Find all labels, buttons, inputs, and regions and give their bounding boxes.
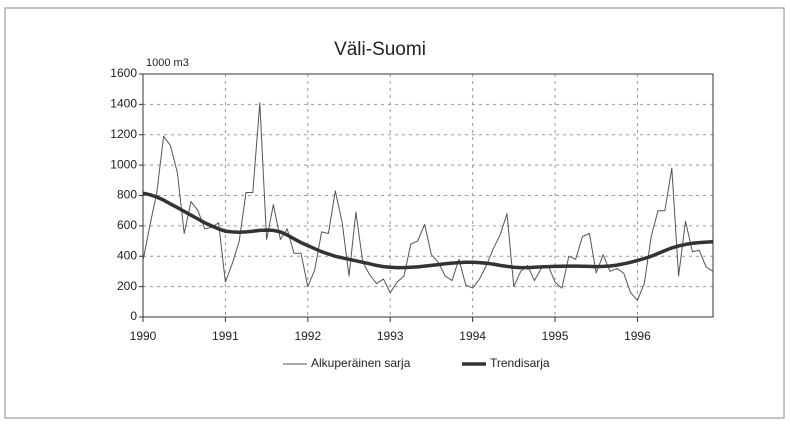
series-line [142,102,714,301]
y-tick-label: 1600 [110,66,137,80]
y-tick-label: 200 [117,279,137,293]
frame [4,7,785,419]
x-tick-label: 1991 [212,329,239,343]
y-tick-label: 0 [130,309,137,323]
x-tick-label: 1996 [624,329,651,343]
y-tick-label: 1400 [110,97,137,111]
x-tick-label: 1993 [377,329,404,343]
plot-frame [142,73,714,318]
x-tick-label: 1992 [294,329,321,343]
y-tick-label: 400 [117,248,137,262]
y-tick-label: 800 [117,188,137,202]
y-tick-label: 1000 [110,157,137,171]
y-axis-label: 1000 m3 [146,57,189,69]
x-tick-label: 1995 [542,329,569,343]
y-tick-label: 600 [117,218,137,232]
x-tick-label: 1990 [130,329,157,343]
chart-title: Väli-Suomi [334,39,426,60]
x-tick-label: 1994 [459,329,486,343]
legend-label: Alkuperäinen sarja [311,356,411,370]
y-tick-label: 1200 [110,127,137,141]
legend-label: Trendisarja [490,356,550,370]
series-line [142,191,714,270]
